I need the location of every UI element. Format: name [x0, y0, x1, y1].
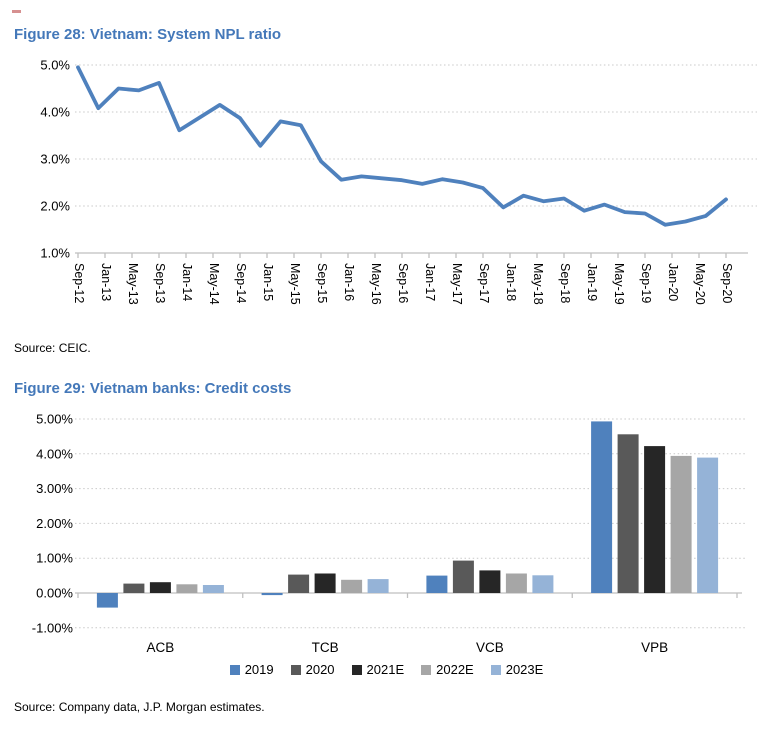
legend-swatch: [490, 664, 501, 675]
legend-item-2021E: 2021E: [351, 662, 405, 677]
x-tick-label: Jan-18: [504, 263, 518, 301]
figure29-title: Figure 29: Vietnam banks: Credit costs: [14, 380, 292, 397]
x-tick-label: Jan-20: [666, 263, 680, 301]
category-label: VCB: [476, 640, 504, 655]
legend-label: 2023E: [505, 662, 544, 677]
x-tick-label: May-18: [531, 263, 545, 305]
x-tick-label: Sep-16: [396, 263, 410, 303]
x-tick-label: Sep-20: [720, 263, 734, 303]
x-tick-label: Sep-18: [558, 263, 572, 303]
bar-TCB-2021E: [314, 573, 336, 593]
y-tick-label: 5.00%: [36, 412, 73, 427]
bar-ACB-2022E: [176, 584, 198, 593]
y-tick-label: 3.0%: [40, 152, 70, 167]
legend-item-2022E: 2022E: [421, 662, 474, 677]
y-tick-label: 1.00%: [36, 551, 73, 566]
bar-VCB-2019: [426, 575, 448, 593]
figure28-source: Source: CEIC.: [14, 341, 91, 355]
category-label: TCB: [312, 640, 339, 655]
figure29-source: Source: Company data, J.P. Morgan estima…: [14, 700, 265, 714]
bar-VCB-2021E: [479, 570, 501, 593]
bar-ACB-2021E: [149, 582, 171, 593]
x-tick-label: Jan-14: [180, 263, 194, 301]
y-tick-label: 1.0%: [40, 246, 70, 261]
legend-label: 2020: [305, 662, 335, 677]
y-tick-label: 5.0%: [40, 58, 70, 73]
bar-VPB-2019: [591, 421, 613, 593]
legend-swatch: [290, 664, 301, 675]
y-tick-label: -1.00%: [32, 620, 74, 635]
x-tick-label: Sep-14: [234, 263, 248, 303]
bar-ACB-2023E: [202, 585, 224, 593]
x-tick-label: Jan-13: [99, 263, 113, 301]
page-corner-marker: [12, 10, 21, 13]
x-tick-label: May-16: [369, 263, 383, 305]
x-tick-label: May-14: [207, 263, 221, 305]
bar-VCB-2020: [452, 560, 474, 593]
x-tick-label: Sep-13: [153, 263, 167, 303]
x-tick-label: May-13: [126, 263, 140, 305]
npl-line-chart: 5.0% 4.0% 3.0% 2.0% 1.0%Sep-12 Jan-13 May-13 Se…: [40, 58, 757, 305]
chart-legend: 2019 2020 2021E 2022E 2023E: [0, 662, 773, 677]
y-tick-label: 0.00%: [36, 586, 73, 601]
category-label: ACB: [146, 640, 174, 655]
bar-TCB-2019: [261, 593, 283, 596]
legend-label: 2022E: [436, 662, 474, 677]
y-tick-label: 2.0%: [40, 199, 70, 214]
x-tick-label: Sep-17: [477, 263, 491, 303]
legend-item-2019: 2019: [229, 662, 274, 677]
x-tick-label: May-20: [693, 263, 707, 305]
x-tick-label: Jan-19: [585, 263, 599, 301]
x-tick-label: Sep-15: [315, 263, 329, 303]
legend-label: 2021E: [366, 662, 405, 677]
y-tick-label: 4.0%: [40, 105, 70, 120]
x-tick-label: Sep-19: [639, 263, 653, 303]
bar-TCB-2020: [288, 574, 310, 593]
y-tick-label: 2.00%: [36, 516, 73, 531]
bar-ACB-2019: [96, 593, 118, 608]
x-tick-label: Jan-15: [261, 263, 275, 301]
x-tick-label: May-15: [288, 263, 302, 305]
legend-swatch: [351, 664, 362, 675]
legend-label: 2019: [244, 662, 274, 677]
bar-VPB-2023E: [697, 457, 719, 593]
y-tick-label: 4.00%: [36, 446, 73, 461]
bar-VPB-2021E: [644, 446, 666, 593]
legend-item-2023E: 2023E: [490, 662, 544, 677]
x-tick-label: May-17: [450, 263, 464, 305]
bar-VCB-2022E: [505, 573, 527, 593]
legend-swatch: [229, 664, 240, 675]
bar-TCB-2023E: [367, 579, 389, 593]
x-tick-label: Jan-17: [423, 263, 437, 301]
bar-ACB-2020: [123, 583, 145, 593]
y-tick-label: 3.00%: [36, 481, 73, 496]
legend-swatch: [421, 664, 432, 675]
bar-VPB-2022E: [670, 455, 692, 593]
bar-TCB-2022E: [341, 579, 363, 593]
legend-item-2020: 2020: [290, 662, 335, 677]
figure28-title: Figure 28: Vietnam: System NPL ratio: [14, 26, 282, 43]
x-tick-label: May-19: [612, 263, 626, 305]
npl-ratio-line: [76, 65, 728, 227]
x-tick-label: Jan-16: [342, 263, 356, 301]
x-tick-label: Sep-12: [72, 263, 86, 303]
bar-VPB-2020: [617, 434, 639, 593]
bar-VCB-2023E: [532, 575, 554, 593]
category-label: VPB: [641, 640, 668, 655]
credit-costs-bar-chart: 5.00% 4.00% 3.00% 2.00% 1.00% 0.00% -1.00% ACB T…: [32, 412, 745, 655]
